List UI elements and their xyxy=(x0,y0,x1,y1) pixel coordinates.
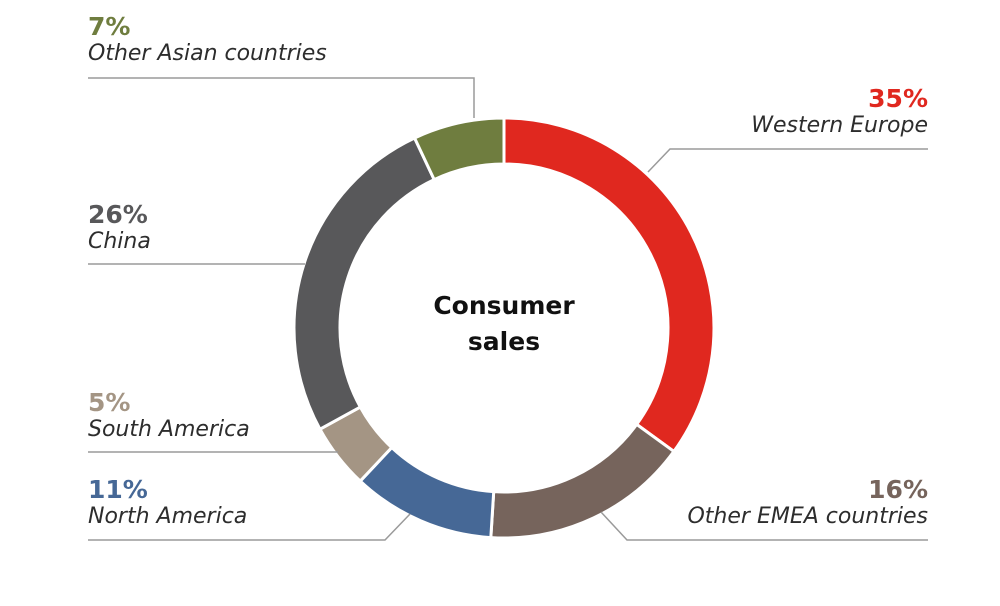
label-name: North America xyxy=(88,504,248,529)
label-china: 26% China xyxy=(88,202,151,253)
label-pct: 5% xyxy=(88,388,131,417)
label-south-america: 5% South America xyxy=(88,390,250,441)
label-pct: 11% xyxy=(88,475,148,504)
center-title-line-2: sales xyxy=(467,327,541,356)
leader-line-western-europe xyxy=(647,148,928,173)
center-title-line-1: Consumer xyxy=(433,291,575,320)
label-pct: 16% xyxy=(868,475,928,504)
donut-segment-other-asian-countries xyxy=(412,116,506,182)
label-other-emea: 16% Other EMEA countries xyxy=(687,477,928,528)
label-name: South America xyxy=(88,417,250,442)
label-pct: 26% xyxy=(88,200,148,229)
leader-line-north-america xyxy=(88,513,411,541)
label-name: China xyxy=(88,229,151,254)
leader-line-other-asian xyxy=(88,77,475,118)
donut-segment-other-emea-countries xyxy=(489,422,676,540)
leader-line-other-emea xyxy=(600,511,928,541)
donut-segment-western-europe xyxy=(502,116,716,454)
label-other-asian: 7% Other Asian countries xyxy=(88,14,327,65)
label-name: Other Asian countries xyxy=(88,41,327,66)
label-western-europe: 35% Western Europe xyxy=(751,86,928,137)
label-north-america: 11% North America xyxy=(88,477,247,528)
donut-segment-china xyxy=(292,135,437,432)
chart-center-title: Consumer sales xyxy=(404,288,604,360)
leader-lines xyxy=(88,77,928,541)
donut-segments xyxy=(292,116,716,540)
label-pct: 7% xyxy=(88,12,131,41)
label-name: Other EMEA countries xyxy=(687,504,928,529)
label-name: Western Europe xyxy=(751,113,928,138)
label-pct: 35% xyxy=(868,84,928,113)
